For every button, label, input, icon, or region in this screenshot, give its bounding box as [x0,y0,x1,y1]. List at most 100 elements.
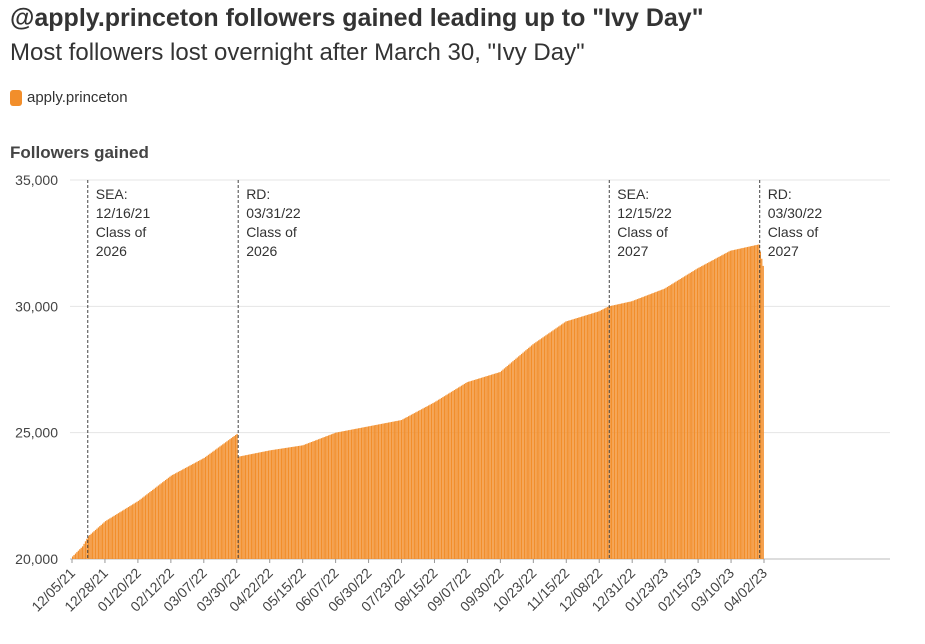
bar [749,246,751,559]
bar [132,504,134,559]
bar [359,428,361,559]
bar [505,367,507,559]
bar [535,342,537,559]
bar [97,527,99,559]
bar [409,415,411,559]
bar [206,455,208,559]
bar [548,333,550,559]
bar [698,267,700,559]
bar [347,430,350,559]
bar [80,547,82,559]
bar [513,359,516,559]
bar [553,329,556,559]
bar [598,311,600,559]
bar [233,436,235,559]
bar [396,420,398,559]
bar [343,431,345,559]
bar [103,522,105,559]
bar [489,375,491,559]
bar [136,501,138,559]
bar [709,261,711,559]
bar [316,439,318,559]
bar [696,268,699,559]
bar [144,495,147,559]
bar [458,387,460,559]
bar [319,438,321,559]
bar [74,553,77,559]
bar [317,439,320,559]
bar [107,519,109,559]
bar [72,556,74,559]
bar [443,396,445,559]
bar [723,253,726,559]
bar [353,429,355,559]
bar [563,322,566,559]
bar [272,449,274,559]
bar [679,278,681,559]
bar [475,379,477,559]
bar [681,278,683,559]
bar [651,293,653,559]
bar [169,476,171,559]
bar [425,406,427,559]
bars [72,244,764,560]
bar [193,463,195,559]
bar [223,443,225,559]
bar [758,244,760,559]
bar [450,391,453,559]
bar [715,258,717,559]
bar [578,317,580,559]
bar [755,245,757,559]
bar [423,407,425,559]
bar [731,250,733,559]
bar [743,247,746,559]
bar [405,417,407,559]
bar [172,474,174,559]
bar [164,480,167,559]
y-tick-label: 35,000 [15,172,58,188]
bar [498,372,500,559]
bar [705,263,707,559]
bar [177,471,180,559]
bar [133,503,135,559]
bar [685,275,687,559]
bar [90,533,92,559]
bar [628,301,630,559]
bar [94,529,97,559]
bar [333,433,335,559]
bar [741,248,743,559]
bar [495,373,497,559]
bar [485,376,487,559]
bar [676,280,679,559]
bar [377,424,380,559]
bar [613,305,616,559]
bar [143,496,145,559]
bar [194,462,197,559]
bar [449,392,451,559]
bar [210,452,212,559]
bar [122,510,124,559]
bar [93,531,95,559]
bar [665,287,667,559]
bar [618,304,620,559]
bar [279,448,281,559]
bar [112,516,114,559]
bar [536,341,538,559]
bar [729,250,731,559]
bar [402,419,404,559]
bar [655,291,657,559]
bar [719,256,721,559]
bar [282,448,284,559]
bar [603,308,606,559]
bar [662,289,664,559]
bar [300,445,303,559]
bar [375,424,377,559]
bar [229,439,231,559]
legend: apply.princeton [10,89,128,106]
bar [761,258,763,559]
bar [429,404,431,559]
bar [508,364,510,559]
bar [689,272,691,559]
bar [204,456,207,559]
